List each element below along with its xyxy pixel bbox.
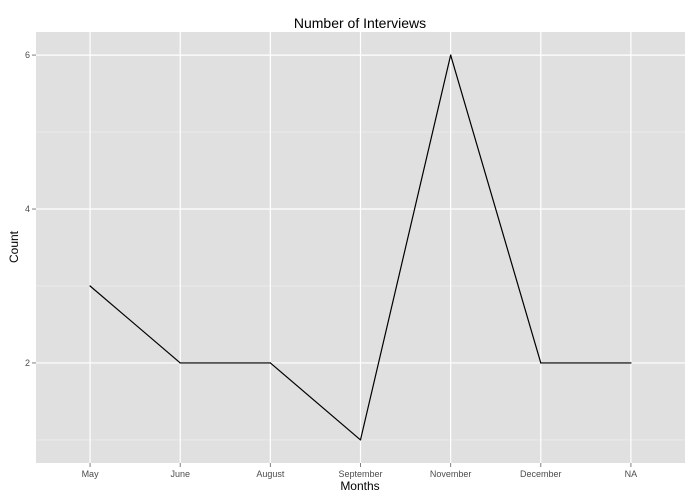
data-point xyxy=(269,362,271,364)
x-tick-label: August xyxy=(256,469,285,479)
major-gridlines xyxy=(36,32,685,463)
series-layer xyxy=(89,54,632,441)
data-point xyxy=(179,362,181,364)
data-point xyxy=(540,362,542,364)
data-point xyxy=(359,439,362,441)
y-axis-ticks: 2 4 6 xyxy=(25,50,36,368)
data-point xyxy=(630,362,632,364)
x-axis-ticks: May June August September November December NA xyxy=(82,463,638,479)
y-tick-label: 6 xyxy=(25,50,30,60)
series-line-segment xyxy=(450,54,542,364)
series-line-segment xyxy=(89,285,181,364)
data-point xyxy=(89,285,91,287)
x-axis-title: Months xyxy=(340,479,379,493)
data-point xyxy=(450,54,452,56)
series-line-segment xyxy=(359,54,452,441)
series-line-segment xyxy=(269,362,362,441)
x-tick-label: May xyxy=(82,469,100,479)
x-tick-label: November xyxy=(430,469,472,479)
x-tick-label: September xyxy=(338,469,382,479)
x-tick-label: December xyxy=(520,469,562,479)
y-tick-label: 4 xyxy=(25,204,30,214)
y-axis-title: Count xyxy=(7,230,21,263)
x-tick-label: June xyxy=(170,469,190,479)
chart-title: Number of Interviews xyxy=(294,15,426,31)
x-tick-label: NA xyxy=(625,469,638,479)
y-tick-label: 2 xyxy=(25,358,30,368)
